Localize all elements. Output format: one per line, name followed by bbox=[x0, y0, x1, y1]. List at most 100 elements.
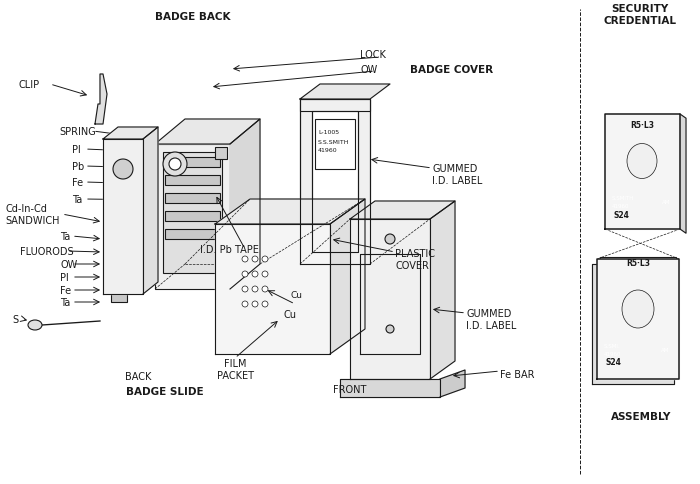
Circle shape bbox=[262, 302, 268, 307]
Polygon shape bbox=[103, 128, 158, 140]
Text: Ta: Ta bbox=[60, 297, 70, 307]
Bar bbox=[165, 229, 220, 240]
Bar bbox=[600, 257, 676, 272]
Bar bbox=[608, 118, 677, 133]
Polygon shape bbox=[605, 115, 680, 229]
Text: BACK: BACK bbox=[125, 371, 151, 381]
Circle shape bbox=[113, 160, 133, 180]
Bar bbox=[300, 100, 370, 112]
Circle shape bbox=[262, 272, 268, 277]
Bar bbox=[155, 145, 230, 289]
Circle shape bbox=[386, 325, 394, 333]
Text: AM: AM bbox=[661, 347, 669, 352]
Text: FLUORODS: FLUORODS bbox=[20, 246, 74, 257]
Text: LOCK: LOCK bbox=[360, 50, 386, 60]
Text: BADGE COVER: BADGE COVER bbox=[410, 65, 493, 75]
Circle shape bbox=[242, 287, 248, 292]
Bar bbox=[163, 152, 222, 273]
Text: Pl: Pl bbox=[72, 145, 80, 155]
Polygon shape bbox=[95, 75, 107, 125]
Circle shape bbox=[252, 272, 258, 277]
Text: R5·L3: R5·L3 bbox=[626, 259, 650, 268]
Text: 41960: 41960 bbox=[612, 203, 629, 208]
Text: FRONT: FRONT bbox=[333, 384, 367, 394]
Bar bbox=[613, 140, 672, 195]
Text: Cd-In-Cd
SANDWICH: Cd-In-Cd SANDWICH bbox=[5, 204, 60, 226]
Circle shape bbox=[262, 287, 268, 292]
Text: OW: OW bbox=[60, 259, 77, 270]
Circle shape bbox=[242, 272, 248, 277]
Text: AM: AM bbox=[662, 200, 670, 205]
Text: Cu: Cu bbox=[290, 290, 302, 299]
Text: S.SMI.: S.SMI. bbox=[604, 344, 621, 349]
Bar bbox=[215, 148, 227, 160]
Text: BADGE BACK: BADGE BACK bbox=[155, 12, 231, 22]
Circle shape bbox=[252, 302, 258, 307]
Ellipse shape bbox=[28, 320, 42, 330]
Text: Fe: Fe bbox=[72, 178, 83, 188]
Text: CLIP: CLIP bbox=[18, 80, 39, 90]
Text: SECURITY
CREDENTIAL: SECURITY CREDENTIAL bbox=[603, 4, 676, 26]
Text: S24: S24 bbox=[605, 358, 621, 367]
Text: OW: OW bbox=[360, 65, 377, 75]
Bar bbox=[600, 338, 676, 356]
Polygon shape bbox=[230, 120, 260, 289]
Polygon shape bbox=[680, 115, 686, 234]
Text: Pb: Pb bbox=[72, 162, 84, 172]
Text: Ta: Ta bbox=[60, 231, 70, 242]
Polygon shape bbox=[350, 201, 455, 220]
Bar bbox=[300, 100, 312, 264]
Polygon shape bbox=[215, 199, 365, 225]
Bar bbox=[608, 209, 677, 222]
Polygon shape bbox=[155, 120, 260, 145]
Circle shape bbox=[262, 257, 268, 262]
Text: 41960: 41960 bbox=[604, 351, 622, 356]
Circle shape bbox=[252, 257, 258, 262]
Polygon shape bbox=[350, 220, 430, 379]
Bar bbox=[106, 160, 140, 175]
Circle shape bbox=[385, 235, 395, 244]
Circle shape bbox=[242, 302, 248, 307]
Polygon shape bbox=[597, 259, 679, 379]
Text: S.S.SMITH: S.S.SMITH bbox=[318, 139, 349, 144]
Polygon shape bbox=[340, 379, 440, 397]
Polygon shape bbox=[215, 225, 330, 354]
Text: Cu: Cu bbox=[283, 309, 296, 319]
Text: Fe: Fe bbox=[60, 286, 71, 295]
Polygon shape bbox=[143, 128, 158, 294]
Ellipse shape bbox=[627, 144, 657, 179]
Text: Ta: Ta bbox=[72, 195, 83, 205]
Bar bbox=[165, 158, 220, 167]
Circle shape bbox=[252, 287, 258, 292]
Bar bbox=[300, 253, 370, 264]
Text: BADGE SLIDE: BADGE SLIDE bbox=[126, 386, 204, 396]
Polygon shape bbox=[103, 140, 143, 294]
Text: 41960: 41960 bbox=[318, 147, 337, 152]
Text: FILM
PACKET: FILM PACKET bbox=[216, 359, 253, 380]
Text: I.D. Pb TAPE: I.D. Pb TAPE bbox=[200, 244, 259, 255]
Polygon shape bbox=[440, 370, 465, 397]
Text: ASSEMBLY: ASSEMBLY bbox=[611, 411, 671, 421]
Text: S24: S24 bbox=[613, 210, 629, 219]
Text: PLASTIC
COVER: PLASTIC COVER bbox=[395, 249, 435, 270]
Bar bbox=[106, 220, 140, 235]
Polygon shape bbox=[300, 85, 390, 100]
Circle shape bbox=[163, 152, 187, 177]
Text: GUMMED
I.D. LABEL: GUMMED I.D. LABEL bbox=[466, 309, 517, 330]
Bar bbox=[106, 180, 140, 195]
Polygon shape bbox=[330, 199, 365, 354]
Bar bbox=[106, 240, 140, 255]
Polygon shape bbox=[430, 201, 455, 379]
Circle shape bbox=[242, 257, 248, 262]
Bar bbox=[608, 192, 677, 210]
Bar bbox=[165, 194, 220, 204]
Bar bbox=[111, 292, 127, 302]
Ellipse shape bbox=[622, 290, 654, 328]
Bar bbox=[106, 199, 140, 214]
Text: R5·L3: R5·L3 bbox=[630, 121, 654, 130]
Bar bbox=[358, 100, 370, 264]
Circle shape bbox=[169, 159, 181, 171]
Bar bbox=[605, 285, 671, 339]
Text: Fe BAR: Fe BAR bbox=[500, 369, 535, 379]
Polygon shape bbox=[592, 264, 674, 384]
